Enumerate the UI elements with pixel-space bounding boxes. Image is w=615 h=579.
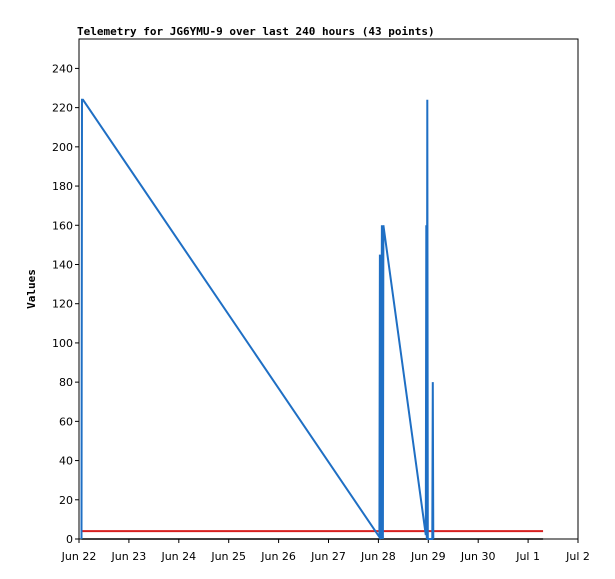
y-tick-label: 220 (52, 102, 73, 115)
x-tick-label: Jun 29 (410, 550, 446, 563)
y-tick-label: 0 (66, 533, 73, 546)
x-tick-label: Jun 22 (61, 550, 97, 563)
y-tick-label: 80 (59, 376, 73, 389)
y-tick-label: 40 (59, 455, 73, 468)
x-tick-label: Jul 1 (515, 550, 540, 563)
x-tick-label: Jul 2 (565, 550, 590, 563)
y-tick-label: 60 (59, 415, 73, 428)
y-axis-label: Values (25, 269, 38, 309)
x-tick-label: Jun 30 (460, 550, 496, 563)
y-tick-label: 100 (52, 337, 73, 350)
y-axis-ticks: 0 20 40 60 80 100 120 140 160 180 200 220 240 (52, 62, 79, 546)
y-tick-label: 240 (52, 62, 73, 75)
x-axis-ticks: Jun 22 Jun 23 Jun 24 Jun 25 Jun 26 Jun 27 Jun … (61, 539, 590, 563)
x-tick-label: Jun 28 (360, 550, 396, 563)
y-tick-label: 140 (52, 258, 73, 271)
y-tick-label: 20 (59, 494, 73, 507)
x-tick-label: Jun 26 (260, 550, 296, 563)
chart-title: Telemetry for JG6YMU-9 over last 240 hou… (77, 25, 435, 38)
x-tick-label: Jun 24 (160, 550, 196, 563)
series-layer (80, 98, 544, 541)
x-tick-label: Jun 27 (310, 550, 346, 563)
plot-frame (78, 38, 579, 540)
y-tick-label: 160 (52, 219, 73, 232)
y-tick-label: 180 (52, 180, 73, 193)
y-tick-label: 120 (52, 298, 73, 311)
y-tick-label: 200 (52, 141, 73, 154)
x-tick-label: Jun 25 (210, 550, 246, 563)
x-tick-label: Jun 23 (111, 550, 147, 563)
series-line-values (80, 98, 435, 541)
